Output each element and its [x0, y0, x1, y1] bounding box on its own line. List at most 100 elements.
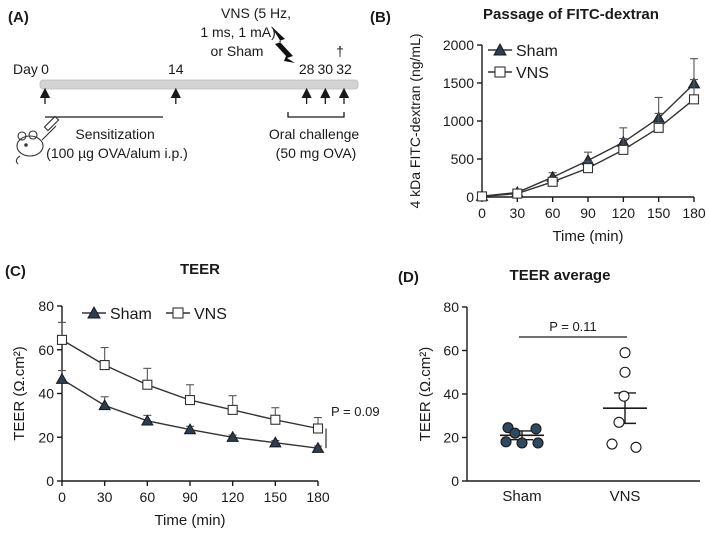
- legend-triangle-marker: [87, 305, 101, 319]
- data-point: [530, 423, 542, 435]
- series-sham: [55, 369, 325, 453]
- sensitization-label: Sensitization (100 µg OVA/alum i.p.): [46, 126, 188, 161]
- legend-square-marker: [172, 307, 184, 319]
- x-tick-label: 180: [682, 205, 706, 221]
- day-arrows: [39, 87, 350, 104]
- data-point: [55, 372, 69, 384]
- y-tick-label: 40: [443, 386, 459, 402]
- day-labels: 0 14 28 30 32: [41, 61, 352, 77]
- day-label-30: 30: [318, 61, 334, 77]
- vns-stimulation-label: VNS (5 Hz, 1 ms, 1 mA) or Sham: [200, 5, 295, 59]
- data-point: [183, 423, 197, 435]
- data-point: [311, 441, 325, 453]
- data-point: [268, 436, 282, 448]
- data-point: [142, 379, 153, 390]
- x-category-label: Sham: [502, 488, 541, 505]
- y-tick-label: 1000: [443, 113, 474, 129]
- data-point: [98, 399, 112, 411]
- data-point: [184, 395, 196, 406]
- panel-d-tag: (D): [398, 269, 419, 286]
- panel-d: (D) TEER average 0 20 40 60 80 Sham VNS TEER (Ω.…: [398, 267, 700, 505]
- data-point: [618, 390, 630, 402]
- y-tick-label: 0: [466, 189, 474, 205]
- legend-label-vns: VNS: [516, 65, 549, 82]
- legend: Sham VNS: [82, 305, 227, 323]
- y-tick-label: 40: [38, 386, 54, 402]
- y-tick-label: 2000: [443, 37, 474, 53]
- panel-c: (C) TEER 0 20 40 60 80 0 30 60 90 120 150 180 Time (m…: [5, 261, 380, 529]
- day-label: Day: [13, 61, 38, 77]
- challenge-line-2: (50 mg OVA): [276, 145, 357, 161]
- data-point: [613, 416, 625, 428]
- legend-triangle-marker: [493, 42, 507, 56]
- y-tick-label: 0: [46, 473, 54, 489]
- legend-label-sham: Sham: [110, 306, 152, 323]
- data-point: [227, 404, 238, 415]
- lightning-bolt-icon: [271, 26, 295, 63]
- legend: Sham VNS: [488, 42, 558, 82]
- data-point: [606, 438, 618, 450]
- challenge-bracket: [287, 112, 345, 118]
- panel-b: (B) Passage of FITC-dextran0500100015002…: [370, 6, 706, 245]
- y-tick-label: 80: [443, 299, 459, 315]
- challenge-label: Oral challenge (50 mg OVA): [269, 126, 363, 161]
- x-category-label: VNS: [610, 488, 641, 505]
- y-axis-label: TEER (Ω.cm²): [11, 346, 28, 441]
- data-point: [500, 436, 512, 448]
- y-tick-label: 0: [451, 473, 459, 489]
- sensitization-line-1: Sensitization: [75, 126, 154, 142]
- x-tick-label: 120: [612, 205, 636, 221]
- legend-square-marker: [494, 66, 506, 78]
- x-tick-label: 150: [647, 205, 671, 221]
- y-tick-label: 60: [38, 342, 54, 358]
- p-value-annotation: P = 0.09: [331, 404, 380, 419]
- y-tick-label: 1500: [443, 75, 474, 91]
- chart-title: TEER average: [510, 267, 611, 284]
- group-sham: [500, 422, 544, 449]
- legend-label-sham: Sham: [516, 43, 558, 60]
- x-tick-label: 0: [58, 489, 66, 505]
- vns-line-1: VNS (5 Hz,: [221, 5, 291, 21]
- day-label-32: 32: [336, 61, 352, 77]
- series-line: [481, 83, 695, 197]
- data-point: [630, 441, 642, 453]
- data-point: [140, 414, 154, 426]
- day-label-28: 28: [299, 61, 315, 77]
- x-tick-label: 120: [221, 489, 245, 505]
- y-tick-label: 20: [38, 429, 54, 445]
- panel-b-tag: (B): [370, 9, 391, 26]
- chart-fitc-dextran: Passage of FITC-dextran 0 500 1000 1500 2000 0…: [407, 6, 706, 245]
- x-tick-label: 150: [264, 489, 288, 505]
- data-point: [619, 366, 631, 378]
- chart-title: TEER: [180, 261, 220, 278]
- data-point: [512, 188, 523, 199]
- vns-line-2: 1 ms, 1 mA): [200, 24, 275, 40]
- panel-a-tag: (A): [8, 9, 29, 26]
- y-axis-label: 4 kDa FITC-dextran (ng/mL): [407, 33, 423, 208]
- data-point: [476, 191, 488, 202]
- data-point: [619, 347, 631, 359]
- day-label-0: 0: [41, 61, 49, 77]
- y-tick-label: 60: [443, 343, 459, 359]
- series-vns: [476, 79, 700, 202]
- data-point: [532, 437, 544, 449]
- y-tick-label: 500: [451, 151, 475, 167]
- group-vns: [603, 347, 647, 453]
- chart-title: Passage of FITC-dextran: [483, 6, 659, 23]
- vns-line-3: or Sham: [211, 43, 264, 59]
- panel-a: (A) VNS (5 Hz, 1 ms, 1 mA) or Sham Day †…: [8, 5, 363, 165]
- y-axis-label: TEER (Ω.cm²): [417, 347, 434, 442]
- chart-teer-average: TEER average 0 20 40 60 80 Sham VNS TEER (Ω.cm²)…: [417, 267, 700, 505]
- x-tick-label: 0: [478, 205, 486, 221]
- x-tick-label: 90: [580, 205, 596, 221]
- chart-teer: TEER 0 20 40 60 80 0 30 60 90 120 150 180 Time (min) T…: [11, 261, 380, 529]
- data-point: [618, 144, 629, 155]
- data-point: [516, 437, 528, 449]
- data-point: [226, 430, 240, 442]
- legend-label-vns: VNS: [194, 306, 227, 323]
- data-point: [56, 334, 68, 345]
- panel-c-tag: (C): [5, 263, 26, 280]
- p-value-annotation: P = 0.11: [549, 319, 597, 334]
- data-point: [99, 360, 110, 371]
- x-axis-label: Time (min): [154, 512, 225, 529]
